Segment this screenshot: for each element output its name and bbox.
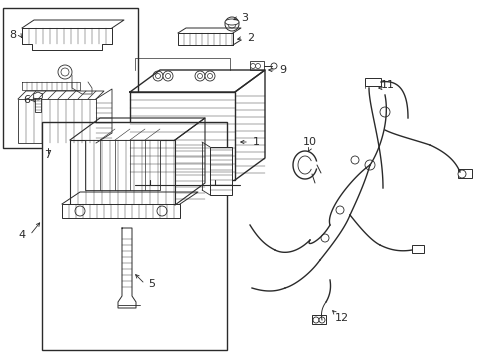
Circle shape bbox=[204, 71, 215, 81]
Text: 3: 3 bbox=[241, 13, 248, 23]
Circle shape bbox=[227, 20, 236, 28]
Circle shape bbox=[255, 63, 260, 68]
Bar bbox=[18, 99, 96, 143]
Text: 6: 6 bbox=[23, 95, 30, 105]
Bar bbox=[411, 245, 423, 253]
Bar bbox=[42, 122, 226, 350]
Circle shape bbox=[250, 63, 255, 68]
Circle shape bbox=[270, 63, 276, 69]
Circle shape bbox=[155, 73, 160, 78]
Bar bbox=[178, 33, 232, 45]
Bar bbox=[35, 98, 41, 112]
Text: 11: 11 bbox=[380, 80, 394, 90]
Bar bbox=[249, 61, 264, 70]
Circle shape bbox=[224, 17, 239, 31]
Circle shape bbox=[350, 156, 358, 164]
Bar bbox=[85, 140, 160, 190]
Circle shape bbox=[157, 206, 167, 216]
Circle shape bbox=[318, 317, 325, 323]
Circle shape bbox=[163, 71, 173, 81]
Circle shape bbox=[61, 68, 69, 76]
Bar bbox=[70, 140, 175, 205]
Circle shape bbox=[58, 65, 72, 79]
Bar bbox=[130, 92, 235, 180]
Circle shape bbox=[379, 107, 389, 117]
Bar bbox=[457, 169, 471, 178]
Circle shape bbox=[312, 317, 318, 323]
Ellipse shape bbox=[224, 19, 239, 25]
Circle shape bbox=[153, 71, 163, 81]
Text: 4: 4 bbox=[19, 230, 25, 240]
Text: 2: 2 bbox=[247, 33, 254, 43]
Text: 7: 7 bbox=[44, 150, 51, 160]
Bar bbox=[3, 8, 138, 148]
Circle shape bbox=[364, 160, 374, 170]
Bar bbox=[364, 78, 380, 86]
Circle shape bbox=[207, 73, 212, 78]
Circle shape bbox=[457, 170, 465, 178]
Bar bbox=[62, 204, 180, 218]
Text: 12: 12 bbox=[334, 313, 348, 323]
Circle shape bbox=[335, 206, 343, 214]
Circle shape bbox=[165, 73, 170, 78]
Text: 1: 1 bbox=[252, 137, 259, 147]
Circle shape bbox=[75, 206, 85, 216]
Circle shape bbox=[320, 234, 328, 242]
Text: 9: 9 bbox=[279, 65, 286, 75]
Bar bbox=[311, 315, 325, 324]
Circle shape bbox=[197, 73, 202, 78]
Circle shape bbox=[195, 71, 204, 81]
Bar bbox=[209, 147, 231, 195]
Text: 10: 10 bbox=[303, 137, 316, 147]
Text: 8: 8 bbox=[9, 30, 17, 40]
Text: 5: 5 bbox=[148, 279, 155, 289]
